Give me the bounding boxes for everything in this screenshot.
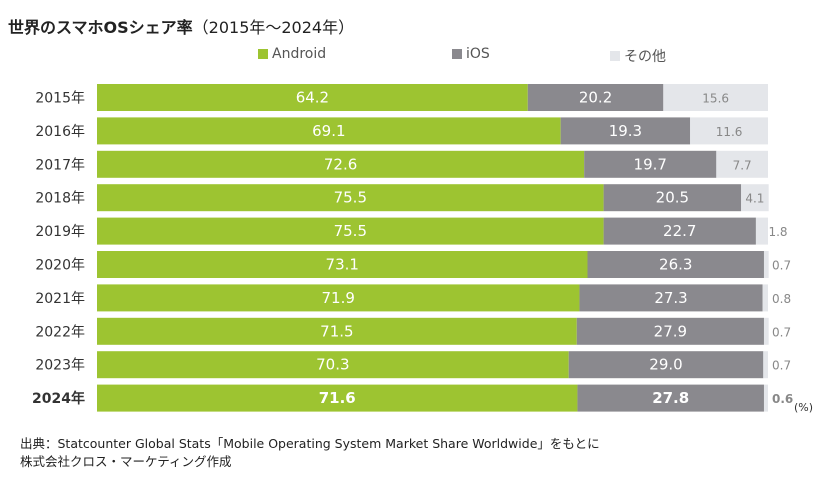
data-label-ios: 19.7	[634, 155, 667, 173]
bar-ios	[603, 184, 742, 212]
category-label: 2016年	[35, 124, 85, 140]
data-label-android: 73.1	[326, 256, 359, 274]
bar-ios	[584, 150, 717, 178]
bar-other	[755, 217, 768, 245]
bar-android	[97, 284, 580, 312]
source-line-2: 株式会社クロス・マーケティング作成	[20, 454, 232, 469]
data-label-other: 0.6	[772, 392, 793, 406]
bar-android	[97, 384, 578, 412]
data-label-ios: 26.3	[659, 256, 692, 274]
bar-android	[97, 84, 528, 111]
data-label-ios: 29.0	[649, 356, 682, 374]
data-label-android: 71.5	[320, 322, 353, 340]
category-label: 2022年	[35, 324, 85, 340]
unit-label: (%)	[794, 401, 814, 414]
data-label-ios: 22.7	[663, 222, 696, 240]
data-label-other: 0.7	[772, 259, 791, 273]
bar-ios	[577, 384, 764, 412]
bar-android	[97, 117, 561, 145]
bar-other	[763, 317, 769, 345]
data-label-ios: 19.3	[609, 122, 642, 140]
legend-swatch-ios	[452, 49, 462, 59]
category-label: 2021年	[35, 291, 85, 307]
data-label-other: 0.7	[772, 325, 791, 339]
legend-swatch-other	[610, 51, 620, 61]
data-label-android: 70.3	[316, 356, 349, 374]
category-label: 2018年	[35, 191, 85, 207]
category-label: 2015年	[35, 91, 85, 107]
category-label: 2023年	[35, 358, 85, 374]
bar-android	[97, 351, 569, 379]
data-label-other: 0.7	[772, 359, 791, 373]
data-label-other: 0.8	[772, 292, 791, 306]
data-label-other: 4.1	[745, 192, 764, 206]
data-label-other: 11.6	[716, 125, 743, 139]
data-label-ios: 20.5	[656, 189, 689, 207]
bar-ios	[579, 284, 763, 312]
data-label-other: 15.6	[702, 92, 729, 106]
bar-ios	[527, 84, 664, 111]
bar-android	[97, 251, 588, 278]
data-label-android: 71.9	[322, 289, 355, 307]
data-label-android: 75.5	[334, 222, 367, 240]
category-label: 2024年	[32, 390, 85, 407]
bar-other	[690, 117, 768, 145]
bar-android	[97, 184, 604, 212]
data-label-other: 1.8	[768, 225, 787, 239]
legend-label: その他	[624, 49, 666, 65]
source-note: 出典：Statcounter Global Stats「Mobile Opera…	[20, 435, 600, 471]
bar-other	[763, 384, 768, 412]
legend-swatch-android	[258, 49, 268, 59]
bar-ios	[587, 251, 764, 278]
category-label: 2019年	[35, 224, 85, 240]
bar-ios	[568, 351, 764, 379]
data-label-android: 71.6	[319, 389, 356, 407]
bar-android	[97, 217, 604, 245]
legend-label: Android	[272, 46, 327, 62]
bar-ios	[603, 217, 756, 245]
bar-android	[97, 150, 585, 178]
category-label: 2020年	[35, 258, 85, 274]
category-label: 2017年	[35, 157, 85, 173]
data-label-ios: 27.3	[654, 289, 687, 307]
data-label-ios: 27.9	[654, 322, 687, 340]
bar-other	[763, 351, 768, 379]
title-range: （2015年～2024年）	[192, 18, 355, 37]
legend-ios: iOS	[452, 46, 490, 62]
bar-other	[716, 150, 768, 178]
data-label-other: 7.7	[733, 158, 752, 172]
chart-title: 世界のスマホOSシェア率（2015年～2024年）	[8, 14, 354, 38]
legend-other: その他	[610, 46, 666, 66]
data-label-ios: 27.8	[652, 389, 689, 407]
source-line-1: 出典：Statcounter Global Stats「Mobile Opera…	[20, 436, 600, 451]
bar-other	[741, 184, 769, 212]
data-label-android: 69.1	[312, 122, 345, 140]
legend-android: Android	[258, 46, 326, 62]
bar-ios	[576, 317, 764, 345]
data-label-android: 75.5	[334, 189, 367, 207]
data-label-android: 64.2	[296, 89, 329, 107]
legend-label: iOS	[466, 46, 490, 62]
bar-other	[663, 84, 768, 111]
bar-android	[97, 317, 577, 345]
bar-other	[763, 251, 769, 278]
bar-ios	[560, 117, 691, 145]
data-label-android: 72.6	[324, 155, 357, 173]
data-label-ios: 20.2	[579, 89, 612, 107]
title-main: 世界のスマホOSシェア率	[8, 18, 193, 37]
bar-other	[762, 284, 768, 312]
